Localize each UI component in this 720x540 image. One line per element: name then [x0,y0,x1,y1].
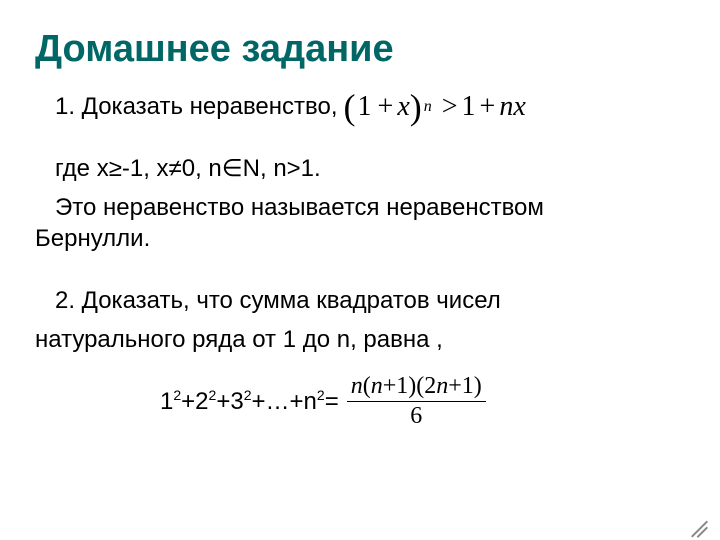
f1-one: 1 [358,91,372,123]
f1-gt: > [442,91,458,123]
f1-rplus: + [480,91,496,123]
s1e: 2 [173,387,181,403]
sn: n [304,388,317,415]
resize-handle-icon [680,500,708,528]
s3: 3 [230,388,243,415]
f1-plus: + [378,91,394,123]
task1-condition: где х≥-1, х≠0, n∈N, n>1. [35,153,675,184]
task2-line1: 2. Доказать, что сумма квадратов чисел [35,285,675,316]
page-title: Домашнее задание [35,28,675,71]
frac-denominator: 6 [410,402,422,429]
frac-numerator: n(n+1)(2n+1) [347,373,486,402]
lparen: ( [344,93,356,122]
p2: + [216,388,230,415]
s1: 1 [160,388,173,415]
f1-n: n [499,91,513,123]
task1-desc-b: Бернулли. [35,223,675,254]
fraction: n(n+1)(2n+1) 6 [347,373,486,430]
sumsq-lhs: 12+22+32+…+n2= [160,387,339,416]
s2: 2 [195,388,208,415]
task1-prefix: 1. Доказать неравенство, [35,91,338,122]
formula-bernoulli: ( 1 + x ) n > 1 + n x [344,91,526,123]
rparen: ) [410,93,422,122]
p1: + [181,388,195,415]
f1-x: x [397,91,409,123]
eq: = [325,388,339,415]
sum-of-squares-formula: 12+22+32+…+n2= n(n+1)(2n+1) 6 [35,373,675,430]
task1-desc-a: Это неравенство называется неравенством [35,192,675,223]
f1-exp: n [424,98,432,116]
f1-x2: x [513,91,525,123]
sne: 2 [317,387,325,403]
f1-r1: 1 [462,91,476,123]
task2-line2: натурального ряда от 1 до n, равна , [35,324,675,355]
s3e: 2 [244,387,252,403]
dots: +…+ [252,388,304,415]
